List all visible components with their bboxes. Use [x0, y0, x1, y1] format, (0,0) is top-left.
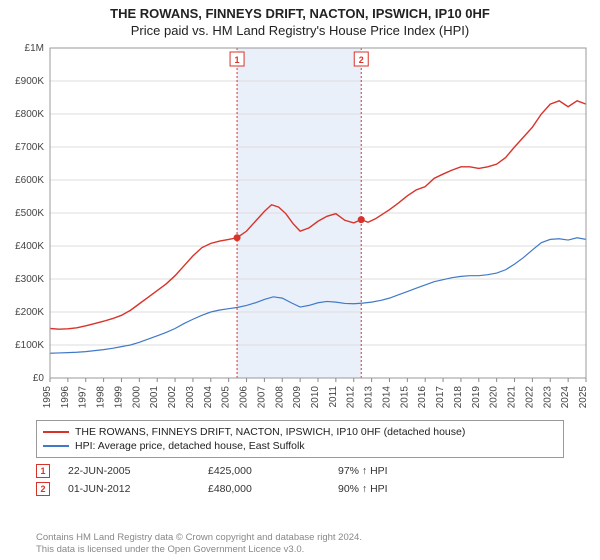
svg-text:2009: 2009: [292, 385, 303, 408]
svg-text:2018: 2018: [453, 385, 464, 408]
svg-text:2019: 2019: [471, 385, 482, 408]
svg-text:£300K: £300K: [15, 274, 44, 285]
page-subtitle: Price paid vs. HM Land Registry's House …: [0, 23, 600, 40]
svg-text:2021: 2021: [507, 385, 518, 408]
svg-text:2004: 2004: [203, 385, 214, 408]
svg-text:£0: £0: [33, 373, 45, 384]
svg-text:2003: 2003: [185, 385, 196, 408]
svg-text:2023: 2023: [542, 385, 553, 408]
svg-text:2002: 2002: [167, 385, 178, 408]
svg-text:£400K: £400K: [15, 241, 44, 252]
svg-text:2015: 2015: [399, 385, 410, 408]
svg-text:1996: 1996: [60, 385, 71, 408]
svg-text:2022: 2022: [524, 385, 535, 408]
legend-label: THE ROWANS, FINNEYS DRIFT, NACTON, IPSWI…: [75, 426, 465, 438]
svg-text:2016: 2016: [417, 385, 428, 408]
svg-text:2020: 2020: [489, 385, 500, 408]
footer-text: Contains HM Land Registry data © Crown c…: [36, 532, 362, 556]
svg-text:£600K: £600K: [15, 175, 44, 186]
legend-row: HPI: Average price, detached house, East…: [43, 439, 557, 453]
transaction-price: £425,000: [208, 465, 338, 477]
price-chart: £0 £100K £200K £300K £400K £500K £600K £700K £80…: [0, 40, 600, 420]
svg-text:2010: 2010: [310, 385, 321, 408]
svg-text:2008: 2008: [274, 385, 285, 408]
svg-text:2001: 2001: [149, 385, 160, 408]
transaction-date: 22-JUN-2005: [68, 465, 208, 477]
transaction-table: 1 22-JUN-2005£425,00097% ↑ HPI 2 01-JUN-201…: [36, 462, 564, 498]
legend-label: HPI: Average price, detached house, East…: [75, 440, 305, 452]
svg-text:£500K: £500K: [15, 208, 44, 219]
svg-text:2013: 2013: [364, 385, 375, 408]
svg-text:2011: 2011: [328, 385, 339, 407]
legend-swatch: [43, 445, 69, 447]
footer-line-2: This data is licensed under the Open Gov…: [36, 544, 362, 556]
svg-text:£700K: £700K: [15, 142, 44, 153]
svg-text:1997: 1997: [78, 385, 89, 408]
svg-text:2012: 2012: [346, 385, 357, 408]
legend-swatch: [43, 431, 69, 433]
transaction-row: 2 01-JUN-2012£480,00090% ↑ HPI: [36, 480, 564, 498]
svg-text:£1M: £1M: [25, 43, 44, 54]
transaction-badge: 1: [36, 464, 50, 478]
svg-text:1: 1: [235, 55, 240, 65]
svg-text:2024: 2024: [560, 385, 571, 408]
svg-text:2006: 2006: [239, 385, 250, 408]
svg-text:2014: 2014: [381, 385, 392, 408]
svg-text:£800K: £800K: [15, 109, 44, 120]
svg-text:2007: 2007: [256, 385, 267, 408]
footer-line-1: Contains HM Land Registry data © Crown c…: [36, 532, 362, 544]
svg-text:1998: 1998: [96, 385, 107, 408]
legend-box: THE ROWANS, FINNEYS DRIFT, NACTON, IPSWI…: [36, 420, 564, 458]
svg-text:£900K: £900K: [15, 76, 44, 87]
svg-text:1995: 1995: [42, 385, 53, 408]
legend-row: THE ROWANS, FINNEYS DRIFT, NACTON, IPSWI…: [43, 425, 557, 439]
transaction-hpi: 97% ↑ HPI: [338, 465, 458, 477]
svg-text:2017: 2017: [435, 385, 446, 408]
svg-text:£100K: £100K: [15, 340, 44, 351]
svg-text:£200K: £200K: [15, 307, 44, 318]
page-title: THE ROWANS, FINNEYS DRIFT, NACTON, IPSWI…: [0, 0, 600, 23]
svg-text:2000: 2000: [131, 385, 142, 408]
svg-text:1999: 1999: [113, 385, 124, 408]
transaction-badge: 2: [36, 482, 50, 496]
svg-text:2: 2: [359, 55, 364, 65]
transaction-hpi: 90% ↑ HPI: [338, 483, 458, 495]
transaction-price: £480,000: [208, 483, 338, 495]
svg-text:2025: 2025: [578, 385, 589, 408]
transaction-row: 1 22-JUN-2005£425,00097% ↑ HPI: [36, 462, 564, 480]
svg-text:2005: 2005: [221, 385, 232, 408]
transaction-date: 01-JUN-2012: [68, 483, 208, 495]
